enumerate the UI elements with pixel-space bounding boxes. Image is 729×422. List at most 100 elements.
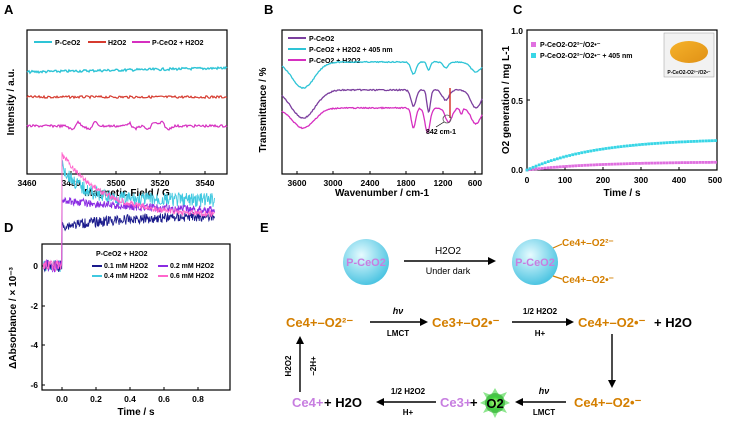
c-point-0-200: [601, 163, 605, 166]
c-xtick-500: 500: [708, 175, 722, 185]
e-r2-a: Ce4+: [292, 395, 324, 410]
c-point-0-464: [701, 161, 705, 164]
c-point-0-416: [683, 161, 687, 164]
b-tick-3600: 3600: [288, 178, 307, 188]
e-r2-d: +: [470, 395, 478, 410]
c-point-0-208: [604, 163, 608, 166]
c-point-0-424: [686, 161, 690, 164]
c-point-1-72: [553, 158, 556, 162]
c-ytick-05: 0.5: [511, 96, 523, 106]
c-point-1-288: [635, 143, 638, 147]
c-point-1-32: [537, 163, 541, 167]
c-point-0-144: [580, 164, 584, 167]
c-point-0-56: [546, 166, 550, 170]
c-point-1-152: [583, 150, 587, 154]
a-legend-2: H2O2: [108, 40, 126, 47]
c-point-1-392: [674, 140, 678, 144]
panel-c: C O2 generation / mg L-1 Time / s 0.0 0.…: [501, 2, 722, 199]
e-top-arrow-bottom: Under dark: [426, 266, 471, 276]
c-point-0-472: [705, 161, 708, 164]
d-series-3: [42, 152, 215, 272]
c-point-0-296: [638, 162, 641, 165]
c-point-0-480: [708, 161, 711, 164]
c-point-0-376: [668, 161, 672, 165]
e-r1-arrow2-bottom: H+: [535, 329, 546, 338]
e-r1-c: Ce4+–O2•⁻: [578, 315, 646, 330]
c-point-1-408: [680, 140, 684, 144]
c-xtick-400: 400: [672, 175, 686, 185]
d-xtick-0: 0.0: [56, 394, 68, 404]
c-legend-2: P-CeO2-O2²⁻/O2•⁻ + 405 nm: [540, 53, 633, 60]
c-xtick-300: 300: [634, 175, 648, 185]
c-point-0-88: [559, 165, 562, 169]
d-legend-2: 0.2 mM H2O2: [170, 263, 214, 270]
c-point-0-248: [619, 162, 623, 166]
c-point-1-192: [598, 148, 602, 151]
c-point-1-496: [714, 139, 717, 142]
c-legend-swatch-2: [531, 53, 536, 58]
b-legend-1: P-CeO2: [309, 36, 334, 43]
d-legend-title: P-CeO2 + H2O2: [96, 251, 148, 258]
c-point-0-408: [680, 161, 684, 164]
d-xtick-06: 0.6: [158, 394, 170, 404]
c-point-0-192: [598, 163, 602, 166]
c-point-1-480: [708, 139, 711, 143]
d-ytick-0: 0: [33, 261, 38, 271]
d-xtick-04: 0.4: [124, 394, 136, 404]
c-inset-powder: [670, 41, 708, 63]
c-point-1-200: [601, 147, 605, 151]
b-tick-1200: 1200: [434, 178, 453, 188]
epr-series-p-ceo2: [26, 65, 228, 75]
e-r1-arrow2-top: 1/2 H2O2: [523, 307, 558, 316]
e-top-reactant: P-CeO2: [346, 257, 386, 269]
c-point-1-112: [568, 154, 571, 157]
e-r2-o2: O2: [486, 396, 503, 411]
ftir-series-h2o2: [281, 106, 483, 134]
d-legend-3: 0.4 mM H2O2: [104, 273, 148, 280]
c-point-1-56: [546, 160, 550, 163]
c-point-0-48: [543, 166, 547, 170]
panel-c-points: [525, 139, 717, 172]
c-point-1-16: [531, 165, 535, 169]
c-point-0-72: [553, 165, 556, 169]
panel-b-label: B: [264, 2, 273, 17]
c-legend-1: P-CeO2-O2²⁻/O2•⁻: [540, 42, 601, 49]
c-xtick-0: 0: [525, 175, 530, 185]
c-point-0-176: [592, 163, 596, 167]
c-point-1-432: [689, 140, 693, 143]
c-point-0-392: [674, 161, 678, 165]
c-point-1-184: [595, 148, 599, 152]
ceo2-particle-1: [343, 239, 389, 285]
c-point-0-40: [540, 167, 544, 170]
panel-d: D ΔAbsorbance / × 10⁻³ Time / s 0 -2 -4 …: [4, 152, 231, 418]
panel-a-xlabel: Magnetic Field / G: [84, 188, 170, 199]
panel-c-ticks: 0.0 0.5 1.0 0 100 200 300 400 500: [511, 26, 722, 185]
c-ytick-0: 0.0: [511, 165, 523, 175]
c-point-0-360: [662, 161, 666, 165]
e-r1-a: Ce4+–O2²⁻: [286, 315, 353, 330]
c-point-0-384: [671, 161, 675, 165]
c-point-0-448: [695, 161, 699, 164]
d-ytick-m4: -4: [30, 340, 38, 350]
c-point-0-280: [632, 162, 635, 165]
c-point-0-16: [531, 167, 535, 171]
e-top-arrow-top: H2O2: [435, 246, 462, 257]
c-point-0-400: [677, 161, 681, 165]
a-tick-3480: 3480: [62, 178, 81, 188]
c-point-0-496: [714, 160, 717, 164]
c-point-0-168: [589, 163, 593, 167]
c-point-1-0: [525, 168, 529, 172]
c-point-1-312: [644, 142, 647, 146]
e-r2-arrow2-top: hν: [539, 386, 550, 396]
c-point-1-440: [692, 140, 696, 143]
c-point-0-328: [650, 161, 653, 165]
c-point-0-216: [607, 162, 611, 166]
c-point-1-216: [607, 146, 611, 150]
c-point-1-120: [571, 153, 574, 157]
e-r2-arrow1-top: 1/2 H2O2: [391, 387, 426, 396]
panel-e-label: E: [260, 220, 269, 235]
c-point-1-472: [705, 139, 708, 143]
c-xtick-100: 100: [558, 175, 572, 185]
c-point-0-344: [656, 161, 660, 165]
c-point-0-240: [616, 162, 620, 166]
